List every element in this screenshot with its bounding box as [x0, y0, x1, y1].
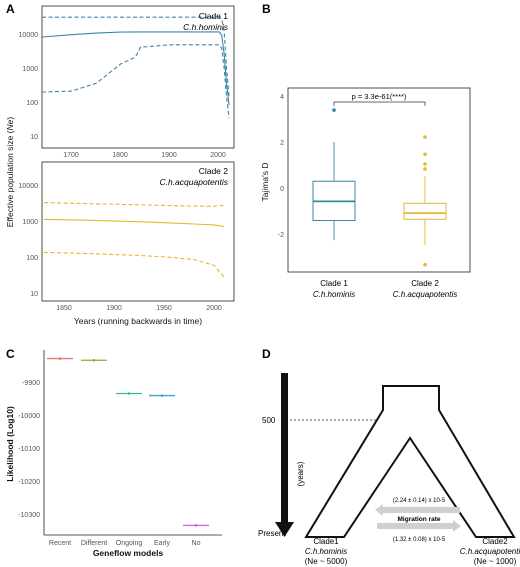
migration-rate-top: (2.24 ± 0.14) x 10-5	[393, 498, 446, 504]
b-xtick-clade2-species: C.h.acquapotentis	[393, 290, 458, 299]
d-clade1-name: Clade1	[313, 537, 339, 546]
panel-b-ylabel: Tajima's D	[260, 163, 270, 202]
a-top-ytick-1000: 1000	[22, 66, 38, 73]
migration-arrow-right	[377, 520, 461, 532]
ne-estimate-line	[43, 218, 225, 228]
ne-lower-ci-line	[41, 44, 230, 118]
b-ytick-4: 4	[280, 94, 284, 101]
ne-upper-ci-line	[42, 16, 230, 98]
d-clade2-name: Clade2	[482, 537, 508, 546]
box-outlier	[423, 152, 427, 157]
b-xtick-clade1: Clade 1	[320, 279, 348, 288]
b-ytick-minus2: -2	[278, 232, 284, 239]
panel-a-ylabel: Effective population size (Ne)	[5, 117, 15, 228]
ne-estimate-line	[41, 31, 230, 106]
panel-c-plot: Likelihood (Log10) -9900 -10000 -10100 -…	[5, 350, 222, 558]
c-xtick-ongoing: Ongoing	[116, 540, 143, 547]
box-outlier	[423, 162, 427, 166]
a-top-xtick-2000: 2000	[210, 152, 226, 159]
b-ytick-2: 2	[280, 140, 284, 147]
a-bot-ytick-10000: 10000	[19, 183, 39, 190]
a-top-ytick-10: 10	[30, 134, 38, 141]
d-clade1-ne: (Ne ~ 5000)	[305, 557, 348, 566]
ne-upper-ci-line	[43, 202, 225, 207]
c-ytick-10000: -10000	[18, 413, 40, 420]
a-top-ytick-10000: 10000	[19, 32, 39, 39]
population-tree	[304, 385, 516, 538]
a-bot-ytick-10: 10	[30, 291, 38, 298]
b-ytick-0: 0	[280, 186, 284, 193]
panel-b-boxes	[312, 108, 447, 267]
panel-b-label: B	[262, 2, 271, 16]
likelihood-point	[194, 524, 198, 527]
c-xtick-recent: Recent	[49, 540, 71, 547]
panel-a-top-plot: Clade 1 C.h.hominis 10 100 1000 10000 17…	[19, 5, 235, 159]
a-bot-xtick-2000: 2000	[206, 305, 222, 312]
pvalue-bracket	[333, 101, 426, 106]
panel-b-plot: Tajima's D 4 2 0 -2 p = 3.3e-61(****) Cl…	[260, 87, 471, 299]
box-outlier	[332, 108, 336, 112]
time-arrow-shaft	[281, 373, 288, 523]
migration-rate-label: Migration rate	[398, 516, 441, 523]
b-xtick-clade1-species: C.h.hominis	[313, 290, 355, 299]
panel-a-top-frame	[41, 5, 235, 149]
c-xtick-early: Early	[154, 540, 170, 547]
a-bot-ytick-100: 100	[26, 255, 38, 262]
a-bot-xtick-1900: 1900	[106, 305, 122, 312]
likelihood-point	[127, 392, 131, 395]
panel-a-top-clade: Clade 1	[199, 11, 229, 21]
panel-a-bottom-clade: Clade 2	[199, 166, 229, 176]
c-ytick-9900: -9900	[22, 380, 40, 387]
d-clade2-ne: (Ne ~ 1000)	[474, 557, 517, 566]
c-ytick-10100: -10100	[18, 446, 40, 453]
panel-a-xlabel: Years (running backwards in time)	[74, 316, 202, 326]
b-xtick-clade2: Clade 2	[411, 279, 439, 288]
c-ytick-10200: -10200	[18, 479, 40, 486]
c-xtick-different: Different	[81, 540, 107, 547]
panel-a-bottom-series	[43, 202, 225, 278]
panel-c-marks	[47, 357, 209, 527]
pvalue-label: p = 3.3e-61(****)	[352, 92, 407, 101]
time-mark-500: 500	[262, 416, 276, 425]
a-top-xtick-1800: 1800	[112, 152, 128, 159]
d-clade1-species: C.h.hominis	[305, 547, 347, 556]
time-arrow-head	[275, 522, 294, 537]
a-top-xtick-1700: 1700	[63, 152, 79, 159]
ne-lower-ci-line	[43, 251, 225, 278]
migration-arrow-left	[375, 504, 460, 516]
panel-a-top-species: C.h.hominis	[183, 22, 229, 32]
a-bot-ytick-1000: 1000	[22, 219, 38, 226]
years-label: (years)	[296, 461, 305, 486]
box-outlier	[423, 262, 427, 267]
likelihood-point	[92, 358, 96, 362]
d-clade2-species: C.h.acquapotentis	[460, 547, 520, 556]
panel-a-bottom-species: C.h.acquapotentis	[159, 177, 228, 187]
panel-a-label: A	[6, 2, 15, 16]
panel-a-bottom-frame	[41, 161, 235, 302]
present-label: Present	[258, 529, 286, 538]
panel-c-ylabel: Likelihood (Log10)	[5, 406, 15, 482]
box-outlier	[423, 135, 427, 139]
panel-a-top-series	[41, 16, 230, 118]
panel-c-label: C	[6, 347, 15, 361]
panel-b-frame	[287, 87, 471, 273]
a-top-ytick-100: 100	[26, 100, 38, 107]
likelihood-point	[160, 394, 164, 397]
c-xtick-no: No	[192, 540, 201, 547]
c-ytick-10300: -10300	[18, 512, 40, 519]
migration-rate-bottom: (1.32 ± 0.08) x 10-5	[393, 537, 446, 543]
a-top-xtick-1900: 1900	[161, 152, 177, 159]
panel-d-label: D	[262, 347, 271, 361]
a-bot-xtick-1950: 1950	[156, 305, 172, 312]
likelihood-point	[58, 357, 62, 360]
panel-c-xlabel: Geneflow models	[93, 548, 164, 558]
panel-a-bottom-plot: Clade 2 C.h.acquapotentis 10 100 1000 10…	[19, 161, 235, 312]
box-iqr	[403, 202, 447, 220]
panel-d-diagram: 500 (years) Present (2.24 ± 0.14) x 10-5…	[258, 373, 520, 566]
box-outlier	[423, 167, 427, 171]
a-bot-xtick-1850: 1850	[56, 305, 72, 312]
